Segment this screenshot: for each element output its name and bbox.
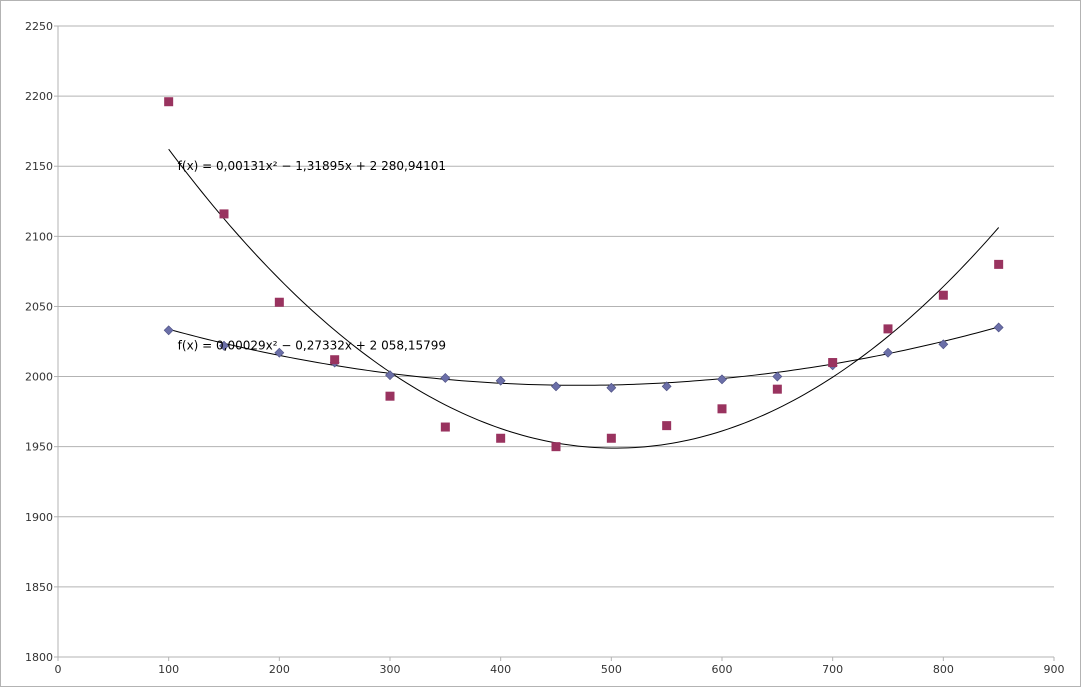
- data-point-series-1: [993, 322, 1004, 333]
- data-point-series-2: [828, 358, 838, 368]
- data-point-series-1: [163, 325, 174, 336]
- data-point-series-1: [440, 373, 451, 383]
- data-point-series-2: [551, 442, 561, 452]
- y-tick-label: 1950: [25, 441, 53, 454]
- data-point-series-1: [551, 381, 561, 392]
- y-tick-label: 2050: [25, 300, 53, 313]
- data-point-series-2: [883, 324, 893, 334]
- x-tick-label: 200: [269, 663, 290, 676]
- x-tick-label: 900: [1044, 663, 1065, 676]
- data-point-series-2: [440, 422, 450, 432]
- data-point-series-2: [938, 290, 948, 300]
- data-point-series-1: [219, 340, 229, 351]
- data-point-series-1: [938, 339, 949, 350]
- y-tick-label: 2150: [25, 160, 53, 173]
- data-point-series-1: [717, 374, 727, 385]
- data-point-series-2: [385, 391, 395, 401]
- data-point-series-2: [662, 421, 672, 431]
- y-tick-label: 2000: [25, 371, 53, 384]
- x-tick-label: 700: [822, 663, 843, 676]
- y-tick-label: 1900: [25, 511, 53, 524]
- trendlines: [168, 148, 1000, 449]
- x-tick-label: 100: [158, 663, 179, 676]
- x-tick-label: 400: [490, 663, 511, 676]
- data-point-series-1: [772, 371, 783, 382]
- x-tick-label: 600: [712, 663, 733, 676]
- x-tick-label: 300: [380, 663, 401, 676]
- gridlines: [58, 25, 1054, 588]
- trendline-equation-series-2: f(x) = 0,00131x² − 1,31895x + 2 280,9410…: [178, 159, 446, 173]
- y-tick-label: 1800: [25, 651, 53, 664]
- data-point-series-1: [661, 381, 672, 392]
- data-point-series-1: [385, 370, 395, 381]
- data-point-series-2: [994, 259, 1004, 269]
- data-point-series-2: [274, 297, 284, 307]
- data-point-series-2: [219, 209, 229, 219]
- data-point-series-1: [883, 347, 893, 358]
- y-tick-label: 2100: [25, 230, 53, 243]
- y-tick-label: 2200: [25, 90, 53, 103]
- y-tick-label: 1850: [25, 581, 53, 594]
- data-point-series-2: [330, 355, 340, 365]
- x-tick-label: 800: [933, 663, 954, 676]
- axes: [54, 25, 1055, 661]
- trendline-series-1: [168, 326, 999, 386]
- data-point-series-1: [495, 375, 506, 386]
- data-points: [163, 97, 1004, 452]
- data-point-series-2: [772, 384, 782, 394]
- trendline-equation-series-1: f(x) = 0,00029x² − 0,27332x + 2 058,1579…: [178, 339, 446, 353]
- y-tick-label: 2250: [25, 20, 53, 33]
- data-point-series-2: [496, 433, 506, 443]
- data-point-series-1: [274, 347, 285, 358]
- data-point-series-1: [606, 382, 617, 393]
- labels: 1800185019001950200020502100215022002250…: [25, 20, 1065, 676]
- data-point-series-2: [164, 97, 174, 107]
- x-tick-label: 0: [55, 663, 62, 676]
- data-point-series-2: [717, 404, 727, 414]
- x-tick-label: 500: [601, 663, 622, 676]
- data-point-series-2: [606, 433, 616, 443]
- trendline-series-2: [168, 148, 1000, 449]
